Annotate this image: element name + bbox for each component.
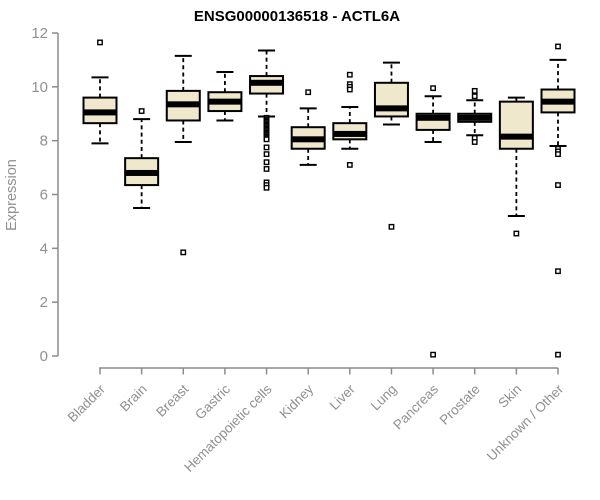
outlier-point: [555, 151, 561, 158]
outlier-point: [263, 159, 270, 166]
boxplot-liver: [332, 71, 368, 168]
outlier-point: [346, 161, 353, 168]
x-tick-label-unknown-other: Unknown / Other: [484, 381, 567, 464]
outlier-point: [97, 39, 103, 46]
boxplot-skin: [498, 96, 534, 237]
median-bar: [125, 169, 159, 176]
outlier-point: [471, 93, 478, 100]
boxplot-pancreas: [415, 85, 451, 358]
outlier-point: [263, 184, 270, 191]
y-tick-label: 12: [31, 25, 48, 42]
y-tick-label: 0: [40, 348, 48, 365]
median-bar: [458, 114, 492, 121]
outlier-point: [180, 249, 187, 256]
x-tick-label-bladder: Bladder: [65, 381, 109, 425]
x-tick-label-pancreas: Pancreas: [390, 381, 441, 432]
outlier-point: [263, 144, 270, 151]
boxplot-brain: [124, 108, 160, 209]
outlier-point: [138, 108, 145, 114]
boxplot-hematopoietic-cells: [249, 49, 285, 191]
outlier-point: [555, 268, 561, 275]
y-tick-label: 2: [40, 294, 48, 311]
boxplot-lung: [373, 61, 409, 230]
outlier-point: [346, 86, 353, 93]
boxplot-bladder: [82, 39, 118, 145]
outlier-point: [263, 166, 270, 172]
outlier-point: [555, 43, 561, 50]
median-bar: [499, 133, 533, 140]
outlier-point: [305, 89, 312, 96]
boxplot-kidney: [290, 89, 326, 166]
y-tick-label: 6: [40, 187, 48, 204]
median-bar: [333, 130, 367, 137]
boxplot-prostate: [457, 87, 493, 145]
boxplot-gastric: [207, 71, 243, 122]
median-bar: [83, 109, 117, 116]
y-axis: 0 2 4 6 8 10 12: [31, 25, 59, 365]
outlier-point: [513, 230, 520, 237]
x-tick-label-breast: Breast: [153, 381, 191, 419]
outlier-point: [430, 85, 436, 92]
median-bar: [291, 136, 325, 143]
median-bar: [541, 98, 575, 105]
outlier-point: [471, 139, 478, 145]
outlier-point: [263, 151, 270, 158]
y-tick-label: 4: [40, 240, 48, 257]
median-bar: [374, 105, 408, 112]
outlier-point: [263, 136, 270, 143]
outlier-point: [388, 223, 395, 230]
x-tick-label-lung: Lung: [368, 382, 400, 414]
median-bar: [250, 79, 284, 86]
x-tick-label-skin: Skin: [495, 382, 524, 411]
y-tick-label: 8: [40, 133, 48, 150]
outlier-point: [430, 351, 436, 358]
median-bar: [208, 98, 242, 105]
x-tick-label-kidney: Kidney: [277, 381, 317, 421]
outlier-point: [346, 71, 353, 78]
boxplot-unknown-other: [540, 43, 576, 358]
outlier-point: [471, 87, 478, 94]
plot-area: [82, 39, 576, 358]
x-tick-label-brain: Brain: [117, 382, 150, 415]
x-tick-label-prostate: Prostate: [437, 382, 483, 428]
iqr-box: [373, 81, 409, 118]
y-axis-title: Expression: [4, 159, 20, 231]
outlier-point: [555, 351, 561, 358]
median-bar: [166, 101, 200, 108]
outlier-point: [555, 182, 561, 188]
x-tick-label-liver: Liver: [327, 381, 359, 413]
iqr-box: [498, 100, 534, 150]
chart-title: ENSG00000136518 - ACTL6A: [194, 8, 400, 25]
boxplot-breast: [165, 54, 201, 256]
y-tick-label: 10: [31, 79, 48, 96]
x-tick-label-gastric: Gastric: [192, 381, 233, 422]
median-bar: [416, 114, 450, 121]
